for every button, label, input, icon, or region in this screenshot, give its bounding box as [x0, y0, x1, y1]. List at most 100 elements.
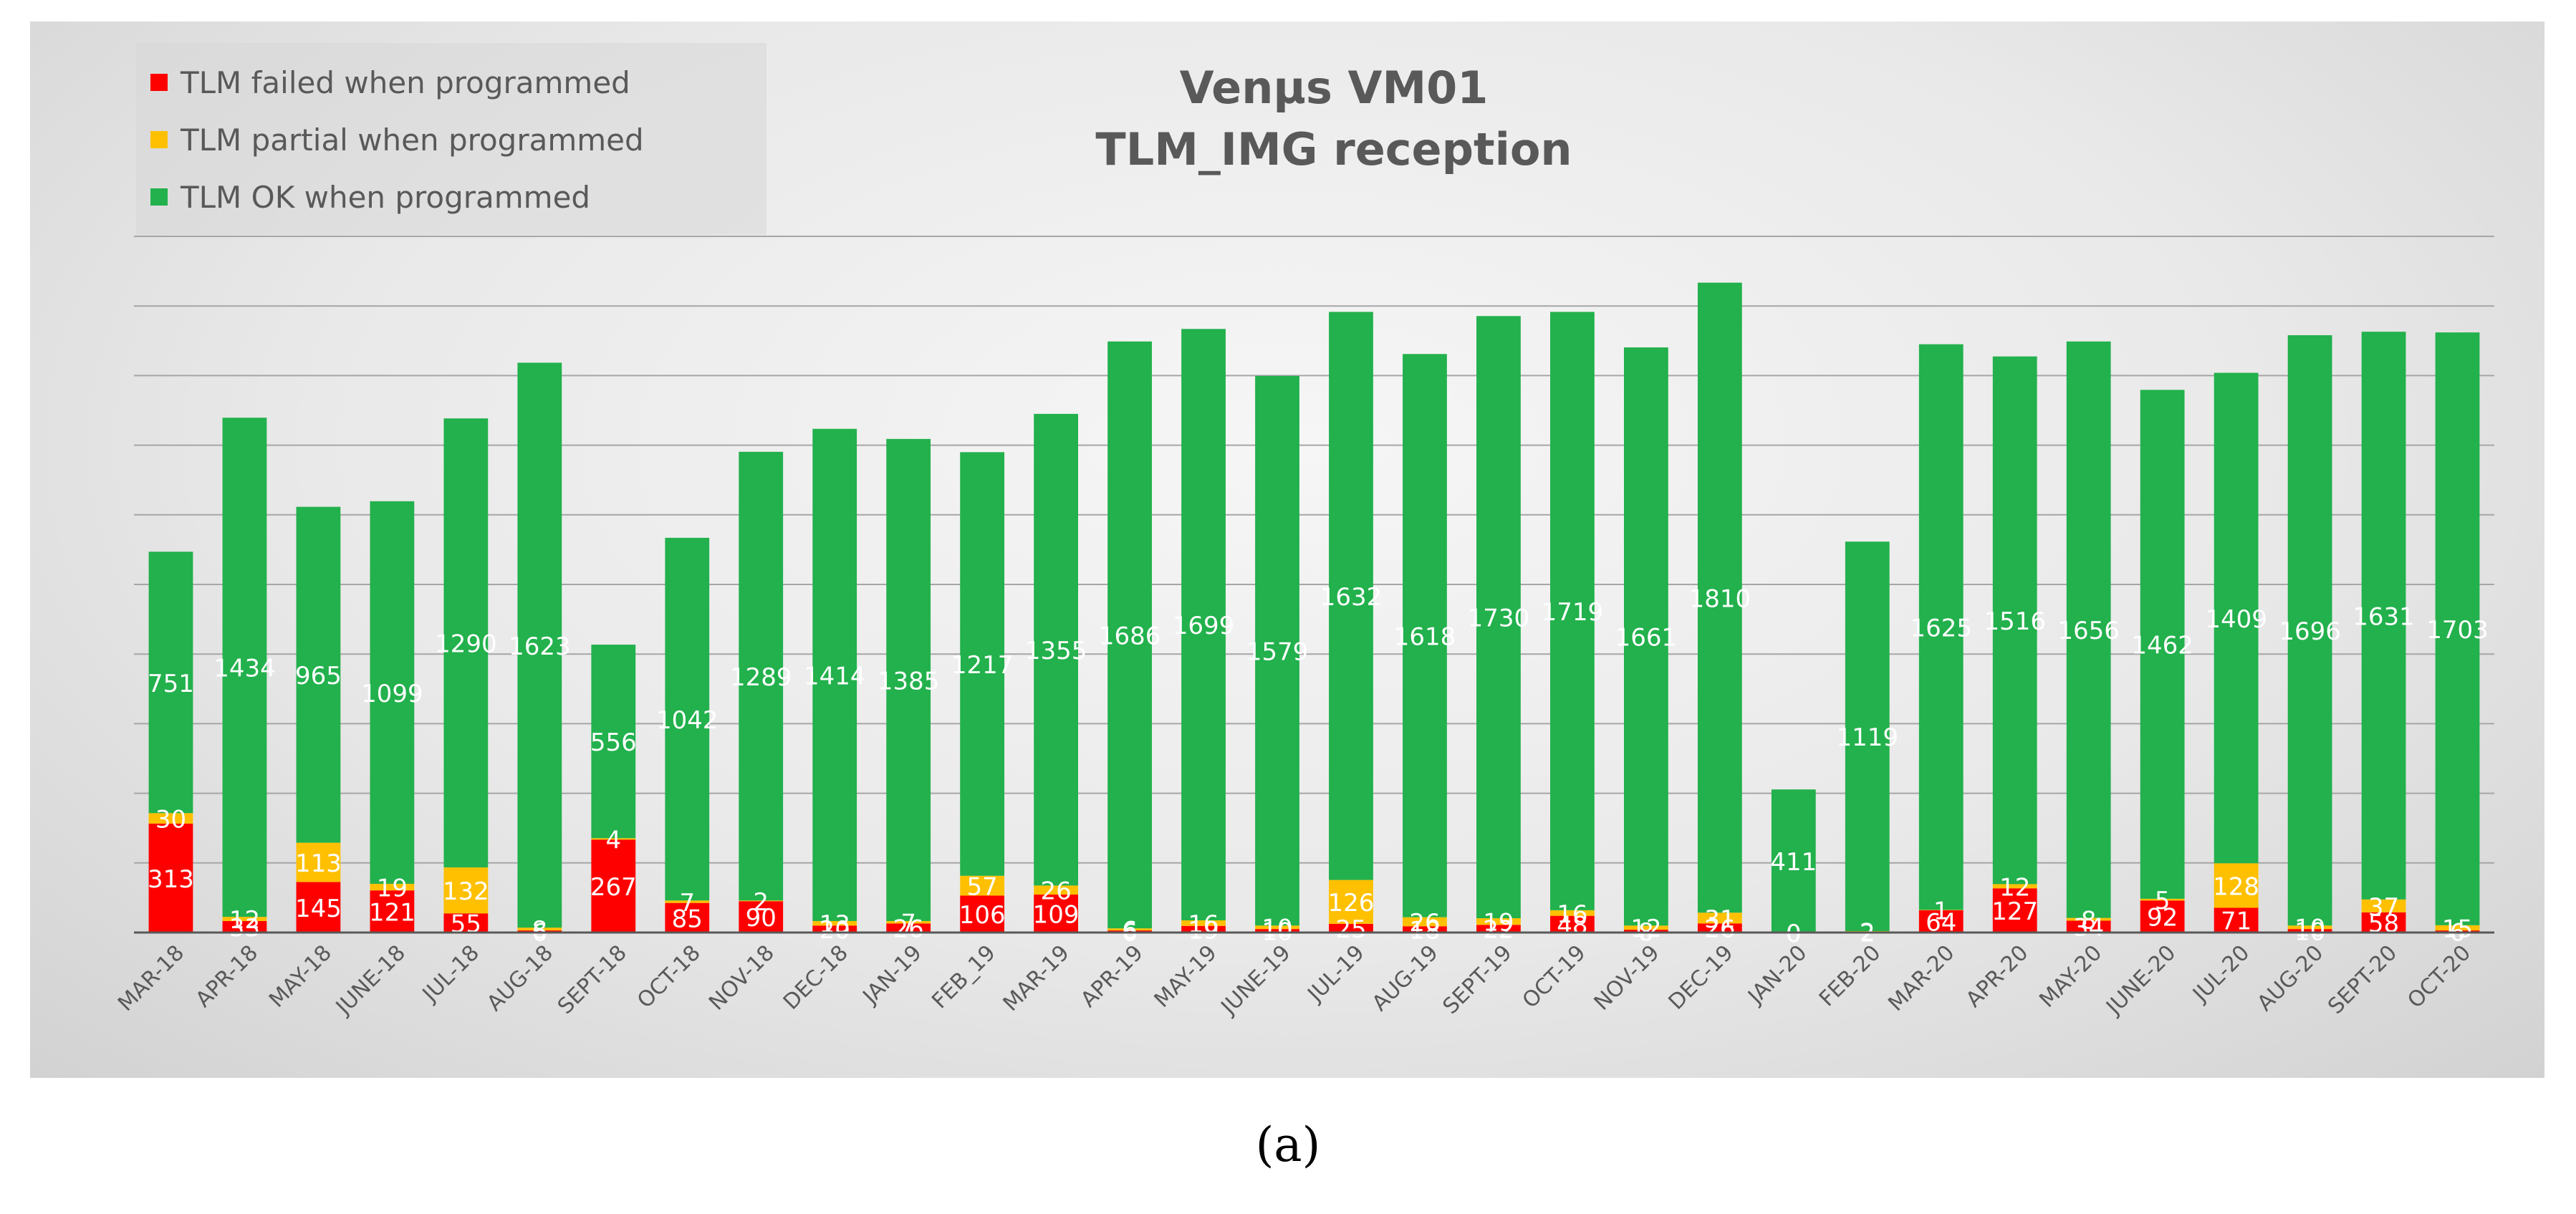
- data-label-failed-OCT-19: 48: [1557, 911, 1587, 940]
- data-label-partial-JUNE-18: 19: [377, 875, 408, 903]
- data-label-failed-MAR-18: 313: [148, 865, 194, 894]
- data-label-partial-JAN-20: 0: [1786, 920, 1802, 948]
- x-tick-label-NOV-19: NOV-19: [1590, 940, 1665, 1016]
- data-label-ok-MAY-19: 1699: [1173, 612, 1235, 640]
- bar-segment-failed-JUL-20: [2214, 907, 2259, 933]
- bar-segment-ok-APR-20: [1992, 356, 2037, 885]
- data-label-ok-APR-19: 1686: [1099, 622, 1161, 650]
- bar-segment-failed-AUG-20: [2287, 929, 2332, 933]
- bar-segment-failed-JUL-18: [443, 913, 489, 933]
- data-label-partial-DEC-19: 31: [1704, 905, 1735, 934]
- bar-segment-partial-JUNE-19: [1255, 925, 1299, 930]
- data-label-failed-APR-18: 33: [229, 914, 260, 943]
- data-label-ok-NOV-19: 1661: [1615, 624, 1678, 652]
- bar-segment-failed-APR-20: [1992, 888, 2037, 933]
- chart-title-line-1: Venµs VM01: [1179, 62, 1489, 114]
- bar-segment-failed-MAR-19: [1034, 895, 1078, 933]
- legend-item-failed: TLM failed when programmed: [136, 57, 630, 107]
- data-label-partial-SEPT-18: 4: [605, 826, 621, 854]
- bar-segment-partial-JAN-19: [886, 920, 931, 924]
- x-tick-label-JUNE-18: JUNE-18: [330, 940, 410, 1021]
- bar-segment-ok-OCT-20: [2435, 332, 2480, 925]
- bar-segment-ok-OCT-18: [665, 537, 710, 901]
- bar-segment-ok-MAR-19: [1034, 413, 1078, 886]
- data-label-failed-SEPT-18: 267: [590, 873, 637, 902]
- data-label-failed-SEPT-19: 22: [1483, 916, 1514, 945]
- bar-segment-ok-SEPT-18: [591, 645, 636, 839]
- bar-segment-partial-SEPT-20: [2361, 899, 2406, 912]
- bar-segment-partial-SEPT-18: [591, 838, 636, 840]
- bar-segment-ok-SEPT-19: [1476, 316, 1521, 919]
- data-label-failed-JUL-18: 55: [451, 910, 481, 939]
- data-label-ok-JUNE-20: 1462: [2131, 632, 2193, 660]
- bar-segment-ok-JUNE-18: [370, 501, 415, 884]
- x-tick-label-JUNE-19: JUNE-19: [1216, 940, 1296, 1021]
- data-label-ok-APR-20: 1516: [1984, 607, 2046, 636]
- bar-segment-ok-JUL-18: [443, 418, 489, 868]
- bar-segment-ok-JUL-19: [1329, 312, 1373, 880]
- bar-segment-ok-MAY-20: [2066, 341, 2111, 918]
- data-label-partial-JUNE-19: 10: [1261, 915, 1292, 943]
- bar-segment-partial-JUL-18: [443, 867, 489, 914]
- x-tick-label-MAY-19: MAY-19: [1150, 940, 1222, 1013]
- bar-segment-partial-NOV-18: [739, 900, 784, 902]
- data-label-ok-JUL-18: 1290: [435, 630, 497, 659]
- bar-segment-partial-FEB_19: [960, 875, 1005, 896]
- bar-segment-failed-MAR-20: [1918, 910, 1964, 933]
- data-label-ok-OCT-20: 1703: [2426, 616, 2489, 645]
- x-tick-label-JUNE-20: JUNE-20: [2100, 940, 2181, 1021]
- x-tick-label-MAY-20: MAY-20: [2034, 940, 2107, 1013]
- data-label-partial-MAR-18: 30: [155, 806, 186, 834]
- bar-segment-partial-JUNE-18: [370, 883, 415, 891]
- data-label-failed-FEB_19: 106: [959, 901, 1006, 930]
- bar-segment-failed-DEC-18: [812, 925, 857, 933]
- data-label-partial-DEC-18: 13: [820, 910, 850, 939]
- data-label-partial-MAY-19: 16: [1188, 910, 1219, 939]
- x-tick-label-MAR-18: MAR-18: [113, 940, 189, 1016]
- data-label-ok-DEC-18: 1414: [804, 662, 866, 690]
- bar-segment-ok-AUG-18: [517, 362, 562, 928]
- bar-segment-partial-NOV-19: [1623, 925, 1668, 930]
- data-label-ok-MAR-18: 751: [148, 670, 194, 698]
- data-label-partial-APR-19: 6: [1122, 917, 1138, 945]
- data-label-ok-FEB-20: 1119: [1837, 723, 1899, 752]
- chart-area: 313 30 751 33 12 1434 145 113 965 121 19 1099 55 132 1…: [30, 21, 2544, 1078]
- x-tick-label-APR-18: APR-18: [191, 940, 264, 1013]
- data-label-partial-NOV-18: 2: [753, 888, 769, 917]
- data-label-ok-NOV-18: 1289: [730, 663, 792, 692]
- data-label-partial-FEB_19: 57: [967, 873, 998, 902]
- data-label-failed-MAY-20: 34: [2073, 914, 2104, 943]
- bar-segment-partial-JUNE-20: [2140, 898, 2185, 901]
- bar-segment-failed-FEB_19: [960, 895, 1005, 933]
- data-label-ok-OCT-19: 1719: [1542, 598, 1604, 627]
- bar-segment-partial-JUL-19: [1329, 880, 1373, 924]
- data-label-partial-AUG-20: 10: [2294, 915, 2325, 943]
- bar-segment-ok-APR-19: [1107, 341, 1152, 929]
- data-label-ok-MAY-18: 965: [295, 662, 342, 690]
- data-label-partial-MAY-20: 8: [2081, 907, 2097, 935]
- bar-segment-partial-MAR-18: [148, 813, 193, 824]
- x-tick-label-SEPT-19: SEPT-19: [1438, 940, 1517, 1019]
- bar-segment-ok-DEC-18: [812, 428, 857, 921]
- data-label-ok-FEB_19: 1217: [951, 651, 1014, 680]
- data-label-ok-OCT-18: 1042: [656, 706, 719, 735]
- bar-segment-failed-JUNE-18: [370, 890, 415, 933]
- data-label-failed-FEB-20: 2: [1860, 920, 1875, 948]
- bar-segment-failed-DEC-19: [1697, 923, 1742, 933]
- data-label-ok-AUG-19: 1618: [1394, 622, 1456, 651]
- x-tick-label-APR-19: APR-19: [1076, 940, 1148, 1013]
- data-label-partial-APR-18: 12: [229, 906, 260, 935]
- stacked-bar-chart: 3133075133121434145113965121191099551321…: [113, 236, 2494, 1021]
- bar-segment-ok-JAN-20: [1771, 789, 1816, 933]
- legend-item-ok: TLM OK when programmed: [136, 172, 590, 222]
- data-label-partial-OCT-20: 15: [2442, 915, 2473, 943]
- x-tick-label-JUL-18: JUL-18: [417, 940, 484, 1008]
- bar-segment-failed-AUG-19: [1403, 926, 1447, 933]
- bar-segment-partial-SEPT-19: [1476, 918, 1521, 925]
- data-label-ok-SEPT-20: 1631: [2352, 602, 2415, 631]
- bar-segment-ok-JUNE-19: [1255, 375, 1299, 926]
- data-label-failed-JUNE-18: 121: [369, 899, 415, 928]
- bar-segment-ok-DEC-19: [1697, 282, 1742, 913]
- bar-segment-ok-JAN-19: [886, 438, 931, 921]
- bar-segment-partial-APR-18: [222, 917, 267, 921]
